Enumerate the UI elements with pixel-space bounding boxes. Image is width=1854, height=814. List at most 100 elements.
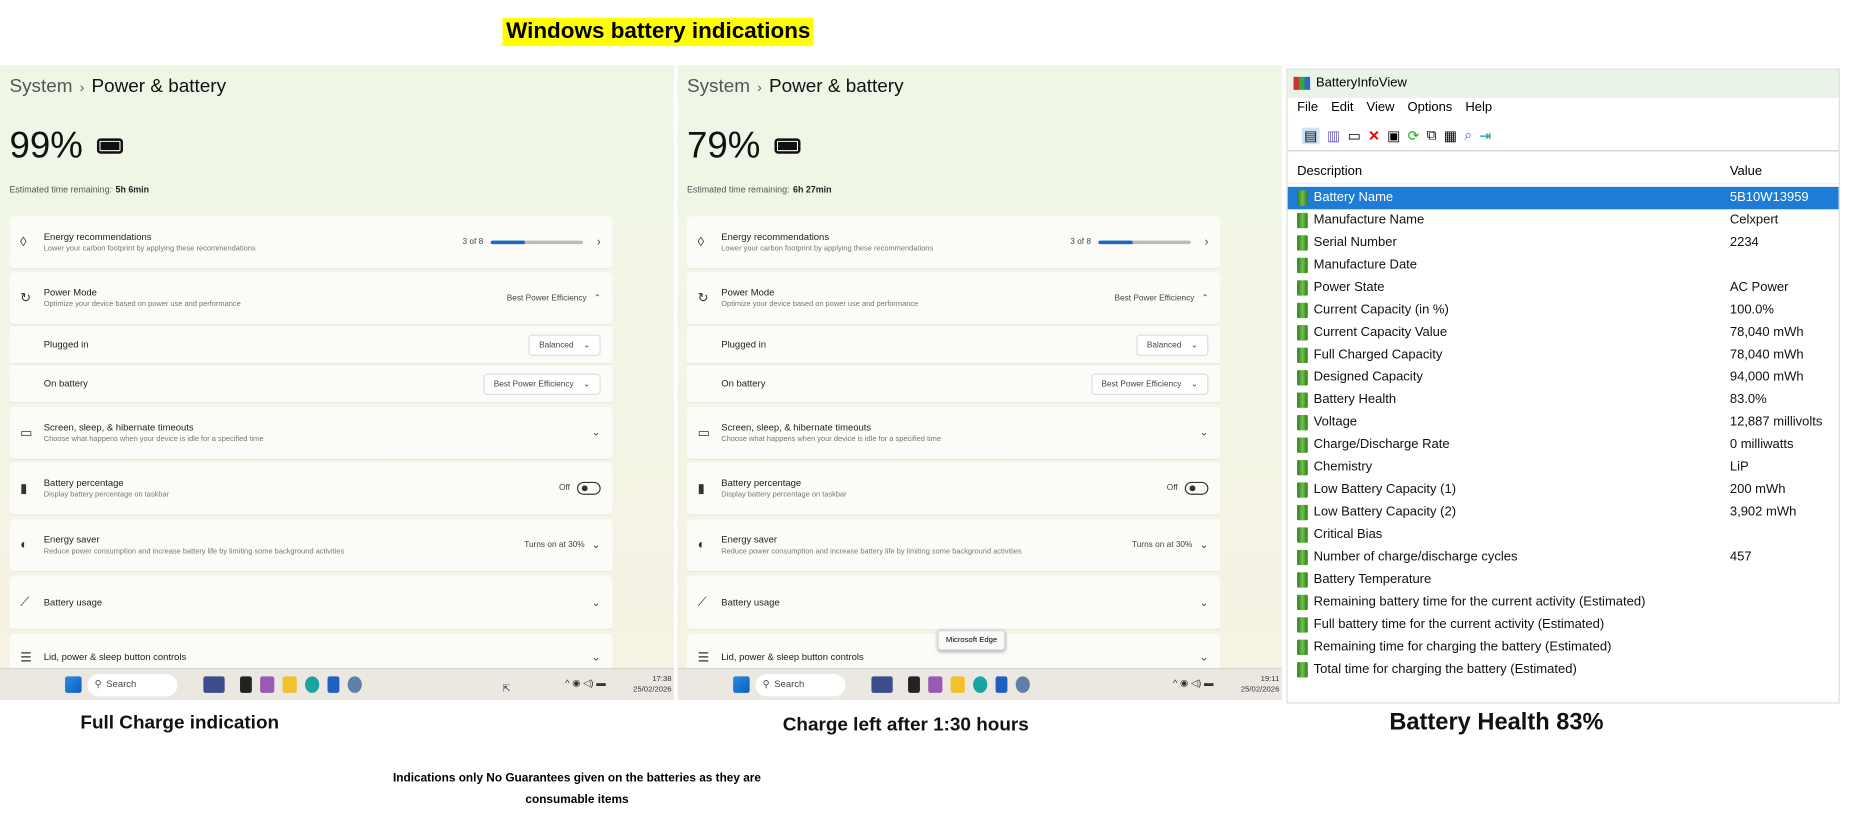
exit-icon[interactable]: ⇥ bbox=[1479, 127, 1492, 144]
window-icon[interactable]: ▭ bbox=[1347, 127, 1361, 144]
table-row[interactable]: Current Capacity Value 78,040 mWh bbox=[1288, 322, 1839, 344]
column-description[interactable]: Description bbox=[1297, 164, 1363, 179]
start-icon[interactable] bbox=[65, 676, 82, 693]
chevron-down-icon[interactable]: ⌄ bbox=[591, 538, 601, 551]
chevron-down-icon[interactable]: ⌄ bbox=[591, 650, 601, 663]
html-report-icon[interactable]: ▦ bbox=[1443, 127, 1458, 144]
find-icon[interactable]: ⌕ bbox=[1464, 126, 1473, 144]
table-row[interactable]: Total time for charging the battery (Est… bbox=[1288, 659, 1839, 681]
dropdown-on-battery[interactable]: Best Power Efficiency ⌄ bbox=[483, 373, 601, 395]
chevron-up-icon[interactable]: ⌃ bbox=[1201, 294, 1209, 303]
properties-icon[interactable]: ▤ bbox=[1301, 127, 1320, 144]
settings-row-on-battery[interactable]: On battery Best Power Efficiency ⌄ bbox=[686, 365, 1221, 404]
settings-row-energy-saver[interactable]: ◐ Energy saver Reduce power consumption an… bbox=[9, 519, 613, 573]
terminal-icon[interactable] bbox=[908, 676, 920, 693]
chevron-right-icon[interactable]: › bbox=[1204, 235, 1209, 249]
table-row[interactable]: Remaining battery time for the current a… bbox=[1288, 591, 1839, 613]
settings-row-plugged-in[interactable]: Plugged in Balanced ⌄ bbox=[686, 326, 1221, 365]
copilot-icon[interactable] bbox=[928, 676, 943, 693]
file-explorer-icon[interactable] bbox=[282, 676, 297, 693]
table-row[interactable]: Current Capacity (in %) 100.0% bbox=[1288, 299, 1839, 321]
table-row[interactable]: Designed Capacity 94,000 mWh bbox=[1288, 367, 1839, 389]
system-tray[interactable]: ^ ◉ ◁) ▬ bbox=[565, 677, 606, 689]
menu-edit[interactable]: Edit bbox=[1331, 100, 1354, 115]
settings-row-battery-percentage[interactable]: ▮ Battery percentage Display battery perce… bbox=[9, 462, 613, 516]
delete-icon[interactable]: ✕ bbox=[1368, 127, 1380, 144]
system-tray[interactable]: ^ ◉ ◁) ▬ bbox=[1172, 677, 1214, 689]
copilot-icon[interactable] bbox=[260, 676, 275, 693]
chevron-up-icon[interactable]: ⌃ bbox=[593, 294, 601, 303]
menu-options[interactable]: Options bbox=[1407, 100, 1453, 115]
chevron-down-icon[interactable]: ⌄ bbox=[591, 426, 601, 439]
settings-row-energy-recommendations[interactable]: ◊ Energy recommendations Lower your carbon… bbox=[9, 216, 613, 270]
table-row[interactable]: Serial Number 2234 bbox=[1288, 232, 1839, 254]
chevron-down-icon[interactable]: ⌄ bbox=[1199, 538, 1209, 551]
clock[interactable]: 17:38 25/02/2026 bbox=[633, 674, 671, 695]
settings-icon[interactable] bbox=[1015, 676, 1030, 693]
breadcrumb-system[interactable]: System bbox=[686, 76, 751, 97]
breadcrumb-system[interactable]: System bbox=[9, 76, 73, 97]
terminal-icon[interactable] bbox=[240, 676, 252, 693]
widgets-icon[interactable] bbox=[871, 676, 893, 693]
battery-percentage-toggle[interactable] bbox=[577, 481, 601, 495]
settings-row-energy-recommendations[interactable]: ◊ Energy recommendations Lower your carbon… bbox=[686, 216, 1221, 270]
battery-percentage-toggle[interactable] bbox=[1184, 481, 1209, 495]
clipboard-icon[interactable]: ▥ bbox=[1327, 127, 1341, 144]
table-row[interactable]: Critical Bias bbox=[1288, 524, 1839, 546]
table-row[interactable]: Power State AC Power bbox=[1288, 277, 1839, 299]
store-icon[interactable] bbox=[327, 676, 340, 693]
settings-row-screen-sleep-hibernate-timeouts[interactable]: ▭ Screen, sleep, & hibernate timeouts Choo… bbox=[686, 406, 1221, 460]
battery-icon bbox=[1297, 617, 1308, 633]
refresh-icon[interactable]: ⟳ bbox=[1407, 127, 1420, 144]
chevron-right-icon[interactable]: › bbox=[596, 235, 601, 249]
edge-icon[interactable] bbox=[305, 676, 320, 693]
settings-row-plugged-in[interactable]: Plugged in Balanced ⌄ bbox=[9, 326, 613, 365]
settings-row-power-mode[interactable]: ↻ Power Mode Optimize your device based on… bbox=[9, 271, 613, 326]
row-control: Turns on at 30% ⌄ bbox=[1132, 539, 1208, 552]
table-row[interactable]: Voltage 12,887 millivolts bbox=[1288, 411, 1839, 433]
settings-row-on-battery[interactable]: On battery Best Power Efficiency ⌄ bbox=[9, 365, 613, 404]
start-icon[interactable] bbox=[733, 676, 750, 693]
settings-row-battery-usage[interactable]: ⟋ Battery usage ⌄ bbox=[686, 575, 1221, 631]
settings-row-power-mode[interactable]: ↻ Power Mode Optimize your device based on… bbox=[686, 271, 1221, 326]
store-icon[interactable] bbox=[995, 676, 1008, 693]
table-row[interactable]: Number of charge/discharge cycles 457 bbox=[1288, 546, 1839, 568]
table-row[interactable]: Manufacture Name Celxpert bbox=[1288, 209, 1839, 231]
table-row[interactable]: Manufacture Date bbox=[1288, 254, 1839, 276]
settings-row-battery-percentage[interactable]: ▮ Battery percentage Display battery perce… bbox=[686, 462, 1221, 516]
search-box[interactable]: ⚲ Search bbox=[87, 673, 178, 697]
search-box[interactable]: ⚲ Search bbox=[755, 673, 846, 697]
table-row[interactable]: Low Battery Capacity (1) 200 mWh bbox=[1288, 479, 1839, 501]
table-row[interactable]: Battery Temperature bbox=[1288, 569, 1839, 591]
table-row[interactable]: Remaining time for charging the battery … bbox=[1288, 636, 1839, 658]
copy-icon[interactable]: ⧉ bbox=[1426, 126, 1437, 144]
table-row[interactable]: Full Charged Capacity 78,040 mWh bbox=[1288, 344, 1839, 366]
chevron-down-icon[interactable]: ⌄ bbox=[1199, 650, 1209, 663]
edge-icon[interactable] bbox=[973, 676, 988, 693]
settings-icon[interactable] bbox=[347, 676, 362, 693]
file-explorer-icon[interactable] bbox=[950, 676, 965, 693]
settings-row-screen-sleep-hibernate-timeouts[interactable]: ▭ Screen, sleep, & hibernate timeouts Choo… bbox=[9, 406, 613, 460]
table-row[interactable]: Chemistry LiP bbox=[1288, 456, 1839, 478]
settings-row-energy-saver[interactable]: ◐ Energy saver Reduce power consumption an… bbox=[686, 519, 1221, 573]
table-row[interactable]: Low Battery Capacity (2) 3,902 mWh bbox=[1288, 501, 1839, 523]
column-value[interactable]: Value bbox=[1729, 164, 1763, 179]
dropdown-on-battery[interactable]: Best Power Efficiency ⌄ bbox=[1090, 373, 1209, 395]
save-icon[interactable]: ▣ bbox=[1387, 127, 1401, 144]
dropdown-plugged-in[interactable]: Balanced ⌄ bbox=[528, 334, 601, 356]
dropdown-plugged-in[interactable]: Balanced ⌄ bbox=[1136, 334, 1209, 356]
menu-file[interactable]: File bbox=[1297, 100, 1319, 115]
menu-help[interactable]: Help bbox=[1465, 100, 1493, 115]
table-row[interactable]: Battery Name 5B10W13959 bbox=[1287, 186, 1839, 210]
chevron-down-icon[interactable]: ⌄ bbox=[1199, 426, 1209, 439]
menu-view[interactable]: View bbox=[1366, 100, 1395, 115]
table-row[interactable]: Full battery time for the current activi… bbox=[1288, 614, 1839, 636]
chevron-down-icon[interactable]: ⌄ bbox=[1199, 595, 1209, 608]
settings-row-battery-usage[interactable]: ⟋ Battery usage ⌄ bbox=[9, 575, 613, 631]
table-row[interactable]: Charge/Discharge Rate 0 milliwatts bbox=[1288, 434, 1839, 456]
clock[interactable]: 19:11 25/02/2026 bbox=[1241, 674, 1279, 695]
row-control: ⌄ bbox=[592, 426, 601, 439]
table-row[interactable]: Battery Health 83.0% bbox=[1288, 389, 1839, 411]
chevron-down-icon[interactable]: ⌄ bbox=[591, 595, 601, 608]
widgets-icon[interactable] bbox=[203, 676, 225, 693]
